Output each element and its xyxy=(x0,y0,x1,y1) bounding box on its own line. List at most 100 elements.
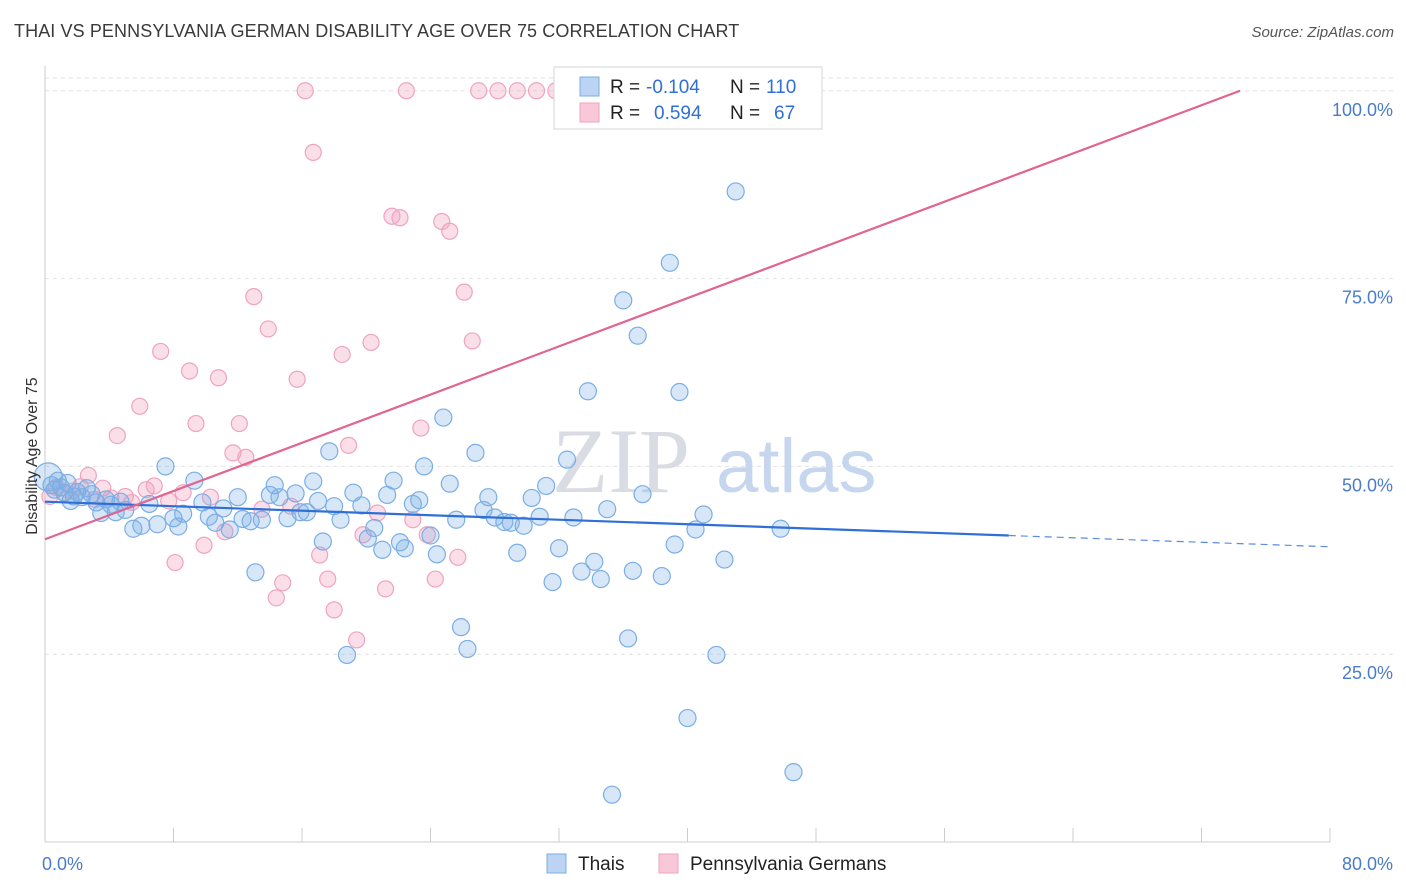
thai-point-59 xyxy=(384,471,403,490)
thai-point-90 xyxy=(591,569,610,589)
pa-german-point-9 xyxy=(108,426,126,445)
thai-point-46 xyxy=(304,472,323,491)
thai-point-21 xyxy=(132,516,151,535)
thai-point-94 xyxy=(618,629,638,648)
thai-point-33 xyxy=(220,520,239,539)
thai-point-52 xyxy=(337,645,357,665)
thai-point-106 xyxy=(715,550,734,569)
pa-german-point-41 xyxy=(339,436,358,454)
bottom-legend-swatch-pa-germans xyxy=(658,853,679,874)
pa-german-point-60 xyxy=(489,82,507,100)
thai-point-89 xyxy=(585,552,604,571)
pa-german-point-25 xyxy=(224,444,242,462)
legend-r-value-thais: -0.104 xyxy=(646,77,700,98)
watermark-atlas: atlas xyxy=(716,424,877,509)
axes xyxy=(44,66,1331,843)
pa-german-point-34 xyxy=(288,370,306,388)
thai-point-49 xyxy=(320,442,339,461)
thai-point-78 xyxy=(508,543,527,562)
pa-german-point-26 xyxy=(230,414,248,433)
thai-point-109 xyxy=(784,763,803,782)
pa-german-point-31 xyxy=(267,589,285,607)
pa-german-point-42 xyxy=(348,631,366,649)
pa-german-point-58 xyxy=(463,332,481,350)
legend-n-value-pa-germans: 67 xyxy=(774,103,795,124)
thai-point-99 xyxy=(660,253,679,272)
pa-german-point-37 xyxy=(311,546,329,564)
thai-point-57 xyxy=(373,540,392,559)
thai-point-69 xyxy=(447,510,466,529)
legend-swatch-thais xyxy=(579,76,600,97)
thai-point-96 xyxy=(628,326,647,345)
pa-german-point-38 xyxy=(319,570,337,588)
thai-point-48 xyxy=(313,532,332,551)
thai-point-74 xyxy=(479,488,498,507)
pa-german-point-28 xyxy=(245,288,263,306)
thai-point-56 xyxy=(365,518,384,538)
thai-point-34 xyxy=(228,488,247,507)
thai-point-27 xyxy=(174,504,193,523)
thai-point-65 xyxy=(421,526,440,545)
thai-point-40 xyxy=(265,476,284,495)
pa-german-point-59 xyxy=(470,82,488,100)
pa-german-point-14 xyxy=(145,477,163,495)
pa-german-point-23 xyxy=(209,369,228,387)
thai-point-37 xyxy=(246,563,265,582)
thai-trend-line xyxy=(44,500,1009,537)
pa-german-point-15 xyxy=(152,342,170,361)
thai-point-60 xyxy=(390,533,410,552)
trend-lines xyxy=(44,89,1331,548)
thai-point-79 xyxy=(514,516,533,535)
thai-point-9 xyxy=(68,482,87,502)
legend-n-label-pa-germans: N = xyxy=(730,103,760,124)
thai-point-80 xyxy=(522,488,541,508)
thai-point-41 xyxy=(270,488,289,507)
thai-point-68 xyxy=(440,474,459,493)
pa-german-point-57 xyxy=(455,283,473,301)
thai-point-100 xyxy=(665,535,684,554)
thai-point-70 xyxy=(451,618,471,637)
pa-german-point-46 xyxy=(376,580,395,598)
thai-point-85 xyxy=(557,450,577,469)
bottom-legend-thais: Thais xyxy=(578,854,624,875)
pa-german-point-51 xyxy=(412,419,430,437)
series-legend: Thais Pennsylvania Germans xyxy=(546,853,886,875)
y-tick-label-3: 100.0% xyxy=(1332,100,1393,120)
thai-point-105 xyxy=(707,645,726,665)
thai-point-71 xyxy=(458,639,477,659)
legend-r-label-thais: R = xyxy=(610,77,640,98)
thai-point-104 xyxy=(694,505,713,524)
thai-point-84 xyxy=(549,539,569,558)
legend-swatch-pa-germans xyxy=(579,102,600,123)
thai-point-81 xyxy=(530,507,549,526)
thai-point-63 xyxy=(410,491,429,510)
pa-german-point-55 xyxy=(441,222,459,240)
thai-point-97 xyxy=(633,485,652,504)
chart-source: Source: ZipAtlas.com xyxy=(1251,24,1394,41)
thai-point-54 xyxy=(352,496,371,515)
x-tick-label-1: 80.0% xyxy=(1342,854,1393,874)
thai-point-98 xyxy=(652,566,671,586)
thai-point-61 xyxy=(395,539,414,558)
y-tick-label-1: 50.0% xyxy=(1342,475,1393,495)
thai-point-44 xyxy=(291,503,310,522)
thai-trend-extension xyxy=(1008,534,1331,548)
y-tick-labels: 25.0% 50.0% 75.0% 100.0% xyxy=(1332,100,1393,683)
thai-point-24 xyxy=(156,457,175,476)
pa-german-point-12 xyxy=(131,397,149,415)
thai-point-51 xyxy=(331,510,350,529)
pa-german-point-48 xyxy=(391,209,409,227)
y-tick-label-0: 25.0% xyxy=(1342,663,1393,683)
correlation-legend: R = -0.104 N = 110 R = 0.594 N = 67 xyxy=(553,66,823,130)
thai-point-55 xyxy=(358,529,377,548)
thai-point-86 xyxy=(564,508,583,527)
thai-point-66 xyxy=(427,545,447,564)
thai-point-92 xyxy=(602,785,622,804)
thai-point-87 xyxy=(572,562,591,581)
thai-point-38 xyxy=(252,510,271,529)
legend-r-label-pa-germans: R = xyxy=(610,103,640,124)
thai-point-43 xyxy=(286,484,305,503)
y-tick-label-2: 75.0% xyxy=(1342,288,1393,308)
thai-point-88 xyxy=(578,382,598,401)
